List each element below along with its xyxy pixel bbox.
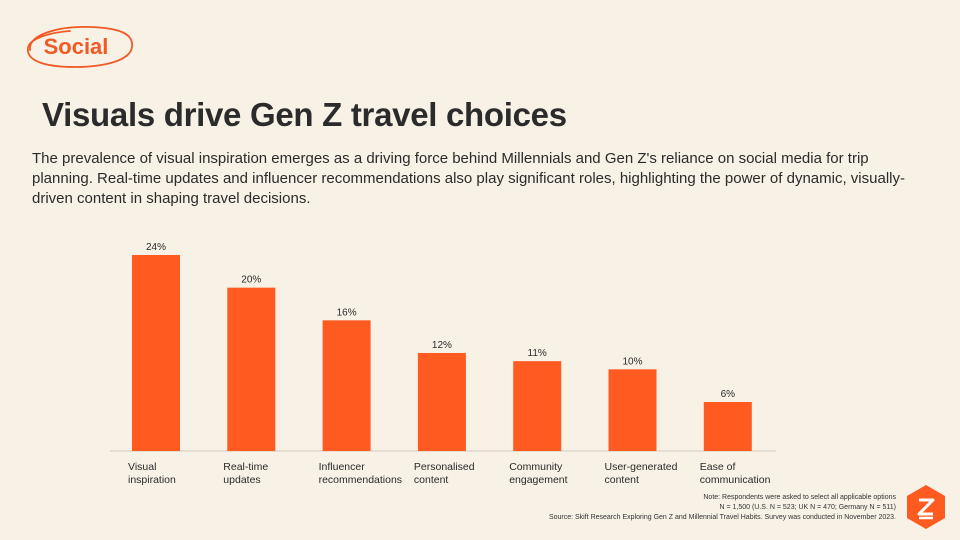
tag-outline-icon xyxy=(27,26,133,68)
source-line: Source: Skift Research Exploring Gen Z a… xyxy=(548,514,896,521)
data-label-5: 11% xyxy=(528,348,547,359)
page-title: Visuals drive Gen Z travel choices xyxy=(42,96,567,133)
bar-1 xyxy=(132,255,180,451)
category-label-3: Influencer recommendations xyxy=(319,461,402,486)
section-tag-label: Social xyxy=(43,34,109,59)
category-label-4: Personalised content xyxy=(414,461,475,486)
page-subtitle: The prevalence of visual inspiration eme… xyxy=(32,150,905,207)
section-tag: Social xyxy=(20,20,138,76)
category-label-6: User-generated content xyxy=(605,461,678,486)
category-label-5: Community engagement xyxy=(509,461,567,486)
data-label-2: 20% xyxy=(241,275,261,286)
data-label-4: 12% xyxy=(432,340,452,351)
bar-6 xyxy=(608,369,657,451)
category-label-1: Visual inspiration xyxy=(128,461,176,486)
note-line-1: Note: Respondents were asked to select a… xyxy=(703,494,896,501)
note-line-2: N = 1,500 (U.S. N = 523; UK N = 470; Ger… xyxy=(719,504,896,511)
category-label-7: Ease of communication xyxy=(700,461,771,486)
brand-logo-icon xyxy=(907,485,945,529)
data-label-1: 24% xyxy=(146,242,166,253)
bar-3 xyxy=(322,320,371,451)
data-label-3: 16% xyxy=(337,307,357,318)
bar-7 xyxy=(703,402,752,451)
category-label-2: Real-time updates xyxy=(223,461,268,486)
data-label-6: 10% xyxy=(622,356,642,367)
chart-footnote: Note: Respondents were asked to select a… xyxy=(549,493,896,523)
bar-5 xyxy=(513,361,562,451)
bar-2 xyxy=(227,287,276,451)
bar-4 xyxy=(417,353,466,451)
data-label-7: 6% xyxy=(721,389,736,400)
